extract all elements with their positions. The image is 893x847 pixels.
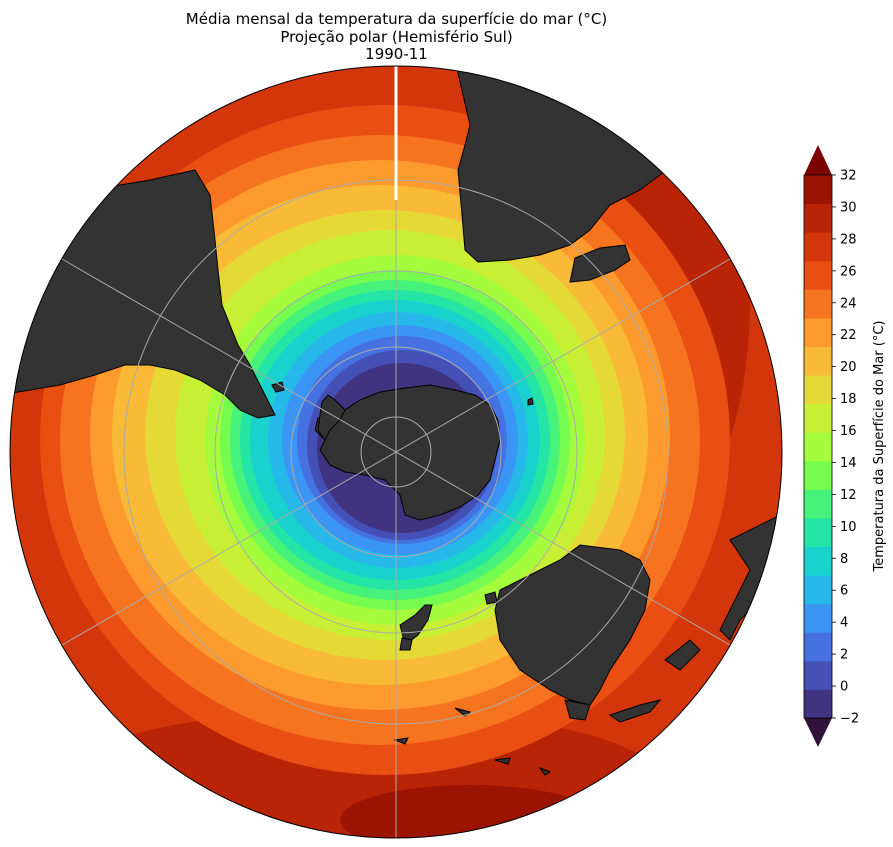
colorbar-band bbox=[804, 575, 832, 605]
australia bbox=[494, 544, 651, 706]
colorbar-tick-label: 4 bbox=[840, 616, 848, 631]
colorbar-tick-label: 10 bbox=[840, 520, 857, 535]
kerguelen bbox=[527, 397, 534, 406]
colorbar-frame bbox=[803, 174, 833, 719]
falkland-islands bbox=[271, 381, 285, 393]
colorbar-tick-label: 30 bbox=[840, 200, 857, 215]
pacific-islands-4 bbox=[393, 737, 409, 745]
colorbar-bands bbox=[804, 175, 832, 719]
pacific-islands-7 bbox=[608, 699, 662, 723]
tasmania bbox=[564, 699, 591, 721]
pacific-islands-6 bbox=[664, 639, 701, 671]
colorbar-tick-label: 16 bbox=[840, 424, 857, 439]
colorbar-tick-label: 14 bbox=[840, 456, 857, 471]
colorbar-band bbox=[804, 317, 832, 347]
colorbar-band bbox=[804, 689, 832, 719]
colorbar-label: Temperatura da Superfície do Mar (°C) bbox=[872, 321, 887, 573]
colorbar-band bbox=[804, 289, 832, 319]
map-title: Média mensal da temperatura da superfíci… bbox=[185, 10, 608, 28]
colorbar-tick-label: 26 bbox=[840, 264, 857, 279]
colorbar-band bbox=[804, 346, 832, 376]
colorbar-band bbox=[804, 175, 832, 205]
colorbar-band bbox=[804, 603, 832, 633]
pacific-islands-2 bbox=[494, 757, 511, 765]
colorbar-band bbox=[804, 375, 832, 405]
new-zealand-south bbox=[399, 637, 413, 651]
madagascar bbox=[569, 244, 631, 283]
colorbar-band bbox=[804, 232, 832, 262]
colorbar-under-triangle bbox=[804, 718, 832, 747]
colorbar-band bbox=[804, 632, 832, 662]
colorbar-band bbox=[804, 203, 832, 233]
colorbar-band bbox=[804, 546, 832, 576]
map-subtitle: Projeção polar (Hemisfério Sul) bbox=[280, 28, 513, 46]
colorbar-band bbox=[804, 489, 832, 519]
colorbar-tick-label: 2 bbox=[840, 648, 848, 663]
colorbar-tick-label: 12 bbox=[840, 488, 857, 503]
map-date: 1990-11 bbox=[365, 45, 428, 63]
polar-map bbox=[9, 65, 783, 839]
map-boundary bbox=[9, 65, 783, 839]
colorbar-band bbox=[804, 660, 832, 690]
colorbar-band bbox=[804, 517, 832, 548]
colorbar-band bbox=[804, 460, 832, 490]
antarctic-peninsula bbox=[317, 394, 346, 441]
pacific-islands-3 bbox=[538, 766, 552, 776]
colorbar-tick-label: 8 bbox=[840, 552, 848, 567]
colorbar-tick-label: 22 bbox=[840, 328, 857, 343]
colorbar-tick-label: 0 bbox=[840, 680, 848, 695]
meridian-120 bbox=[61, 258, 731, 646]
colorbar-tick-label: 6 bbox=[840, 584, 848, 599]
colorbar-tick-label: −2 bbox=[840, 712, 859, 727]
colorbar-tick-label: 18 bbox=[840, 392, 857, 407]
colorbar-band bbox=[804, 432, 832, 462]
colorbar-over-triangle bbox=[804, 145, 832, 175]
colorbar-tick-label: 32 bbox=[840, 169, 857, 184]
colorbar-tick-label: 28 bbox=[840, 232, 857, 247]
colorbar-tick-label: 20 bbox=[840, 360, 857, 375]
colorbar-band bbox=[804, 403, 832, 433]
colorbar-band bbox=[804, 260, 832, 290]
colorbar-tick-label: 24 bbox=[840, 296, 857, 311]
